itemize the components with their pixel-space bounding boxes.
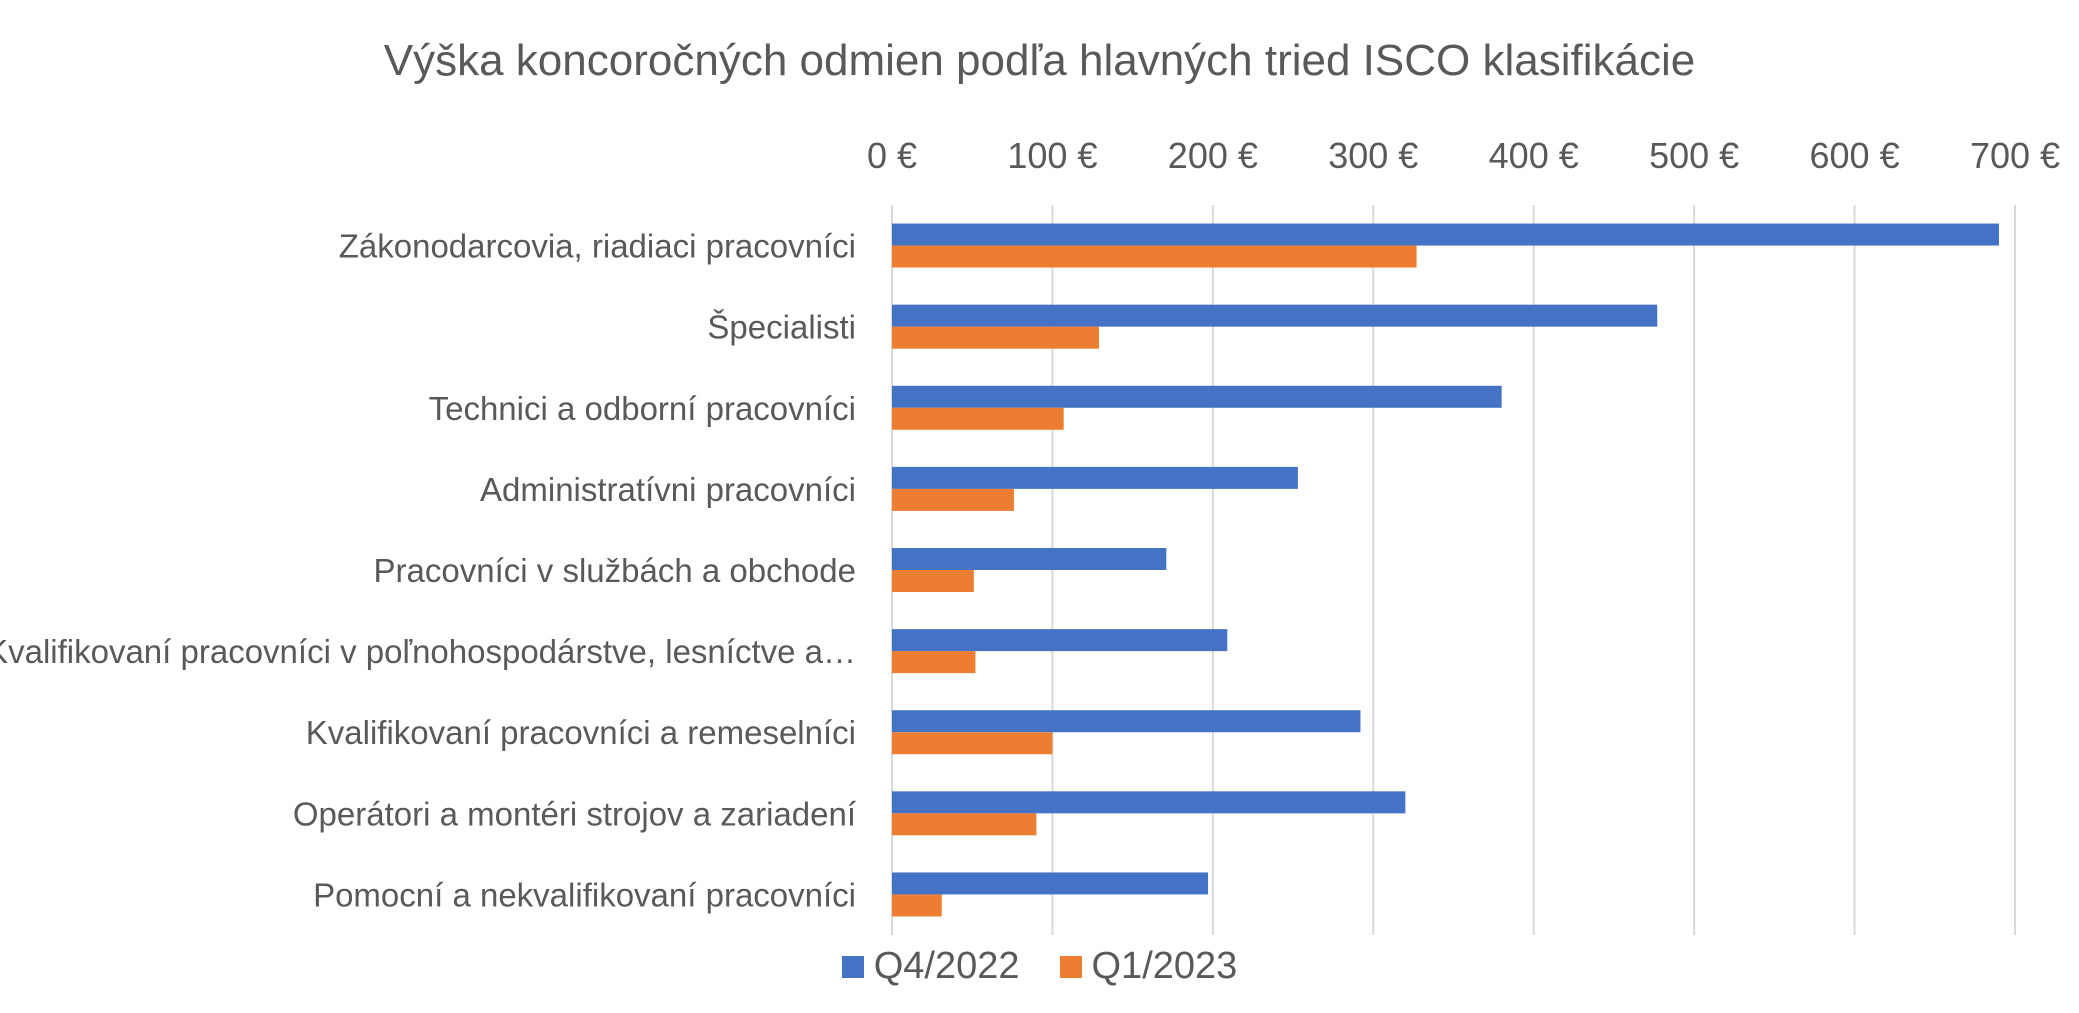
chart-title: Výška koncoročných odmien podľa hlavných…	[383, 36, 1696, 85]
bar-q1-2023	[892, 326, 1099, 349]
bar-q1-2023	[892, 813, 1037, 836]
x-tick-label: 100 €	[1007, 135, 1097, 176]
legend-swatch	[1059, 955, 1082, 978]
x-tick-label: 200 €	[1168, 135, 1258, 176]
bar-q4-2022	[892, 629, 1228, 652]
bar-q1-2023	[892, 732, 1053, 755]
bar-q4-2022	[892, 223, 1999, 246]
x-tick-label: 700 €	[1970, 135, 2060, 176]
bar-q4-2022	[892, 710, 1361, 733]
legend-item: Q4/2022	[841, 945, 1020, 988]
legend-item: Q1/2023	[1059, 945, 1238, 988]
category-label: Pomocní a nekvalifikovaní pracovníci	[313, 876, 856, 913]
category-label: Operátori a montéri strojov a zariadení	[293, 795, 856, 832]
legend-swatch	[841, 955, 864, 978]
chart-legend: Q4/2022 Q1/2023	[0, 945, 2079, 988]
bar-q1-2023	[892, 407, 1064, 430]
category-label: Administratívni pracovníci	[480, 471, 856, 508]
bar-q1-2023	[892, 651, 976, 674]
x-tick-label: 500 €	[1649, 135, 1739, 176]
bar-q4-2022	[892, 304, 1658, 327]
x-tick-label: 400 €	[1489, 135, 1579, 176]
legend-label: Q4/2022	[873, 945, 1020, 987]
category-label: Kvalifikovaní pracovníci v poľnohospodár…	[0, 633, 856, 670]
bar-q1-2023	[892, 570, 974, 592]
bar-q4-2022	[892, 872, 1209, 895]
bar-q1-2023	[892, 488, 1014, 511]
category-label: Pracovníci v službách a obchode	[374, 552, 856, 589]
x-tick-label: 300 €	[1328, 135, 1418, 176]
bar-q4-2022	[892, 791, 1406, 814]
bar-q1-2023	[892, 894, 942, 917]
x-tick-label: 0 €	[867, 135, 917, 176]
category-label: Špecialisti	[707, 309, 856, 346]
category-label: Kvalifikovaní pracovníci a remeselníci	[306, 714, 856, 751]
legend-label: Q1/2023	[1091, 945, 1238, 987]
bar-q1-2023	[892, 245, 1417, 268]
category-label: Zákonodarcovia, riadiaci pracovníci	[339, 228, 856, 265]
bar-q4-2022	[892, 385, 1502, 408]
bar-q4-2022	[892, 548, 1167, 570]
x-tick-label: 600 €	[1810, 135, 1900, 176]
bar-q4-2022	[892, 466, 1298, 489]
category-label: Technici a odborní pracovníci	[429, 390, 856, 427]
